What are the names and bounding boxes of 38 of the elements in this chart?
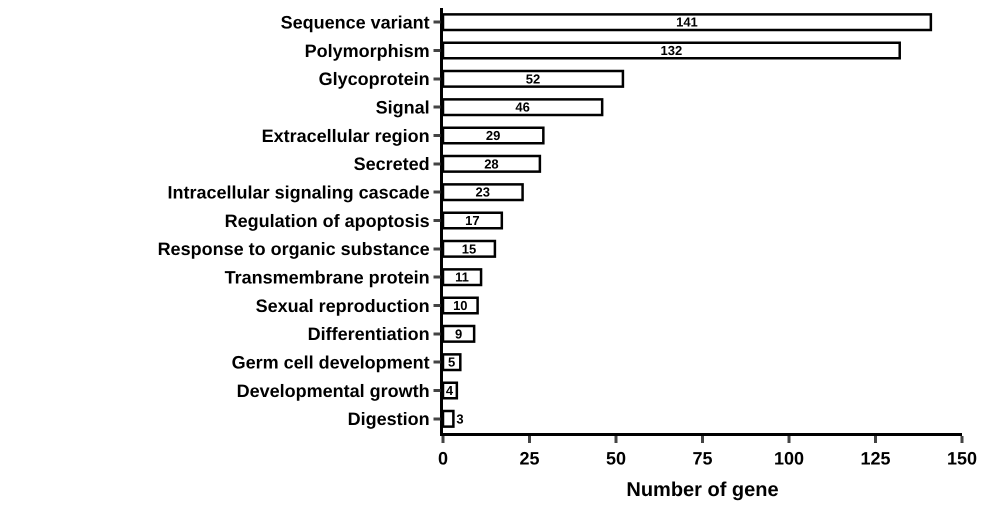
data-label: 4 [446,383,454,398]
x-tick-label: 75 [692,448,713,468]
x-tick-label: 125 [860,448,891,468]
data-label: 3 [456,411,464,426]
data-label: 28 [484,156,499,172]
data-label: 46 [515,100,530,115]
y-tick-label: Sexual reproduction [256,296,430,316]
y-tick-label: Polymorphism [304,40,430,61]
x-tick-label: 0 [438,448,448,468]
data-label: 23 [476,184,490,200]
y-tick-label: Digestion [348,409,430,430]
data-label: 10 [453,298,468,313]
data-label: 52 [526,71,540,86]
x-tick-label: 150 [946,448,978,468]
y-tick-label: Transmembrane protein [224,267,430,288]
y-tick-label: Intracellular signaling cascade [168,182,430,202]
data-label: 9 [454,326,462,342]
y-tick-label: Germ cell development [232,352,430,372]
y-tick-label: Extracellular region [262,126,430,146]
data-label: 11 [455,270,469,285]
x-tick-label: 25 [519,448,540,468]
data-label: 17 [465,213,480,228]
y-tick-label: Secreted [354,154,430,174]
y-tick-label: Response to organic substance [158,239,430,260]
data-label: 132 [660,43,682,58]
y-tick-label: Developmental growth [236,380,430,401]
y-tick-label: Glycoprotein [318,69,430,90]
data-label: 141 [676,14,698,30]
x-tick-label: 100 [774,448,804,468]
y-tick-label: Signal [376,97,430,118]
data-label: 15 [462,241,476,256]
y-tick-label: Differentiation [308,324,430,344]
x-axis-title: Number of gene [626,478,779,501]
y-tick-label: Sequence variant [280,12,430,32]
data-label: 5 [448,354,456,370]
x-tick-label: 50 [606,448,626,468]
data-label: 29 [486,128,500,143]
y-tick-label: Regulation of apoptosis [224,210,430,231]
